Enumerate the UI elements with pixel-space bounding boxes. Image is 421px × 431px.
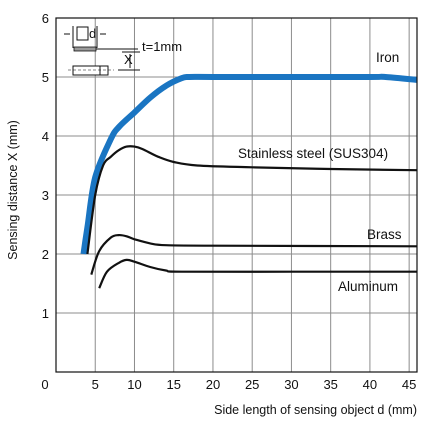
sensing-object-plate xyxy=(73,46,97,52)
y-tick-label: 2 xyxy=(42,247,49,262)
d-square-icon xyxy=(76,26,89,41)
inset-d-label: d xyxy=(89,26,96,41)
series-line-iron xyxy=(80,73,418,255)
y-tick-label: 5 xyxy=(42,70,49,85)
x-tick-label: 35 xyxy=(323,377,337,392)
x-axis-label: Side length of sensing object d (mm) xyxy=(214,403,417,417)
series-label-iron: Iron xyxy=(376,50,399,65)
inset-x-label: X xyxy=(124,52,133,67)
series-labels: Iron Stainless steel (SUS304) Brass Aluminu… xyxy=(238,50,402,294)
x-tick-label: 10 xyxy=(127,377,141,392)
origin-label: 0 xyxy=(41,377,48,392)
x-tick-label: 15 xyxy=(166,377,180,392)
x-tick-label: 45 xyxy=(402,377,416,392)
x-tick-label: 20 xyxy=(206,377,220,392)
x-tick-label: 5 xyxy=(92,377,99,392)
y-tick-label: 6 xyxy=(42,11,49,26)
plot-frame xyxy=(55,17,418,373)
y-tick-labels: 1 2 3 4 5 6 xyxy=(42,11,49,321)
y-tick-label: 3 xyxy=(42,188,49,203)
y-tick-label: 4 xyxy=(42,129,49,144)
series-line-stainless-steel-sus304 xyxy=(86,145,418,255)
y-tick-label: 1 xyxy=(42,306,49,321)
inset-t-label: t=1mm xyxy=(142,39,182,54)
series-label-stainless-steel-sus304: Stainless steel (SUS304) xyxy=(238,146,388,161)
sensing-object-diagram: d t=1mm X xyxy=(64,26,182,76)
x-tick-label: 25 xyxy=(245,377,259,392)
y-axis-label: Sensing distance X (mm) xyxy=(6,120,20,260)
x-tick-label: 30 xyxy=(284,377,298,392)
series-line-brass xyxy=(90,233,418,275)
x-tick-label: 40 xyxy=(363,377,377,392)
series-label-brass: Brass xyxy=(367,227,402,242)
series-line-aluminum xyxy=(98,258,417,289)
series-label-aluminum: Aluminum xyxy=(338,279,398,294)
proximity-sensor-head xyxy=(99,65,109,76)
series-lines xyxy=(80,73,418,289)
x-tick-labels: 5 10 15 20 25 30 35 40 45 xyxy=(92,377,417,392)
